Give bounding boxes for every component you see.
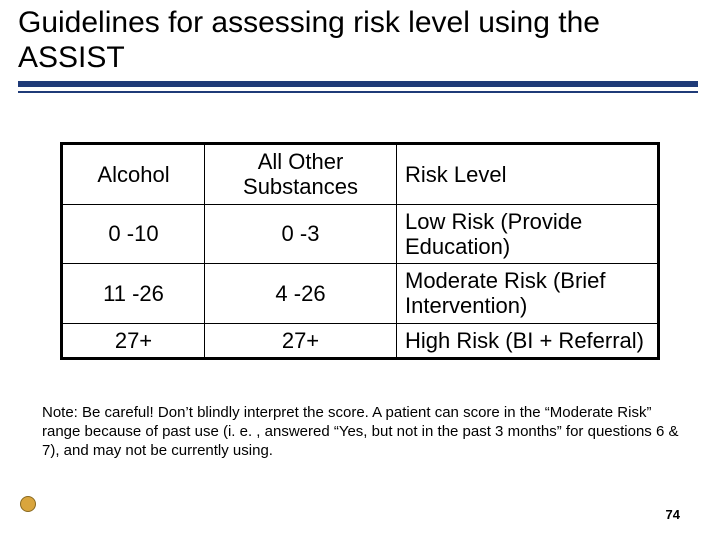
col-header-risk: Risk Level bbox=[397, 144, 659, 205]
cell-other: 4 -26 bbox=[205, 264, 397, 324]
title-rule-thick bbox=[18, 81, 698, 87]
cell-alcohol: 11 -26 bbox=[62, 264, 205, 324]
table-row: 27+ 27+ High Risk (BI + Referral) bbox=[62, 323, 659, 358]
slide-title: Guidelines for assessing risk level usin… bbox=[18, 6, 698, 75]
cell-risk: Low Risk (Provide Education) bbox=[397, 204, 659, 264]
col-header-other: All Other Substances bbox=[205, 144, 397, 205]
page-number: 74 bbox=[666, 507, 680, 522]
cell-alcohol: 0 -10 bbox=[62, 204, 205, 264]
title-rule-thin bbox=[18, 91, 698, 93]
cell-other: 0 -3 bbox=[205, 204, 397, 264]
table-header-row: Alcohol All Other Substances Risk Level bbox=[62, 144, 659, 205]
col-header-alcohol: Alcohol bbox=[62, 144, 205, 205]
cell-other: 27+ bbox=[205, 323, 397, 358]
risk-table: Alcohol All Other Substances Risk Level … bbox=[60, 142, 660, 360]
footnote: Note: Be careful! Don’t blindly interpre… bbox=[42, 404, 682, 460]
table-row: 0 -10 0 -3 Low Risk (Provide Education) bbox=[62, 204, 659, 264]
cell-alcohol: 27+ bbox=[62, 323, 205, 358]
cell-risk: High Risk (BI + Referral) bbox=[397, 323, 659, 358]
title-block: Guidelines for assessing risk level usin… bbox=[18, 6, 698, 93]
risk-table-wrap: Alcohol All Other Substances Risk Level … bbox=[60, 142, 660, 360]
cell-risk: Moderate Risk (Brief Intervention) bbox=[397, 264, 659, 324]
slide: Guidelines for assessing risk level usin… bbox=[0, 0, 720, 540]
table-row: 11 -26 4 -26 Moderate Risk (Brief Interv… bbox=[62, 264, 659, 324]
bullet-icon bbox=[20, 496, 36, 512]
